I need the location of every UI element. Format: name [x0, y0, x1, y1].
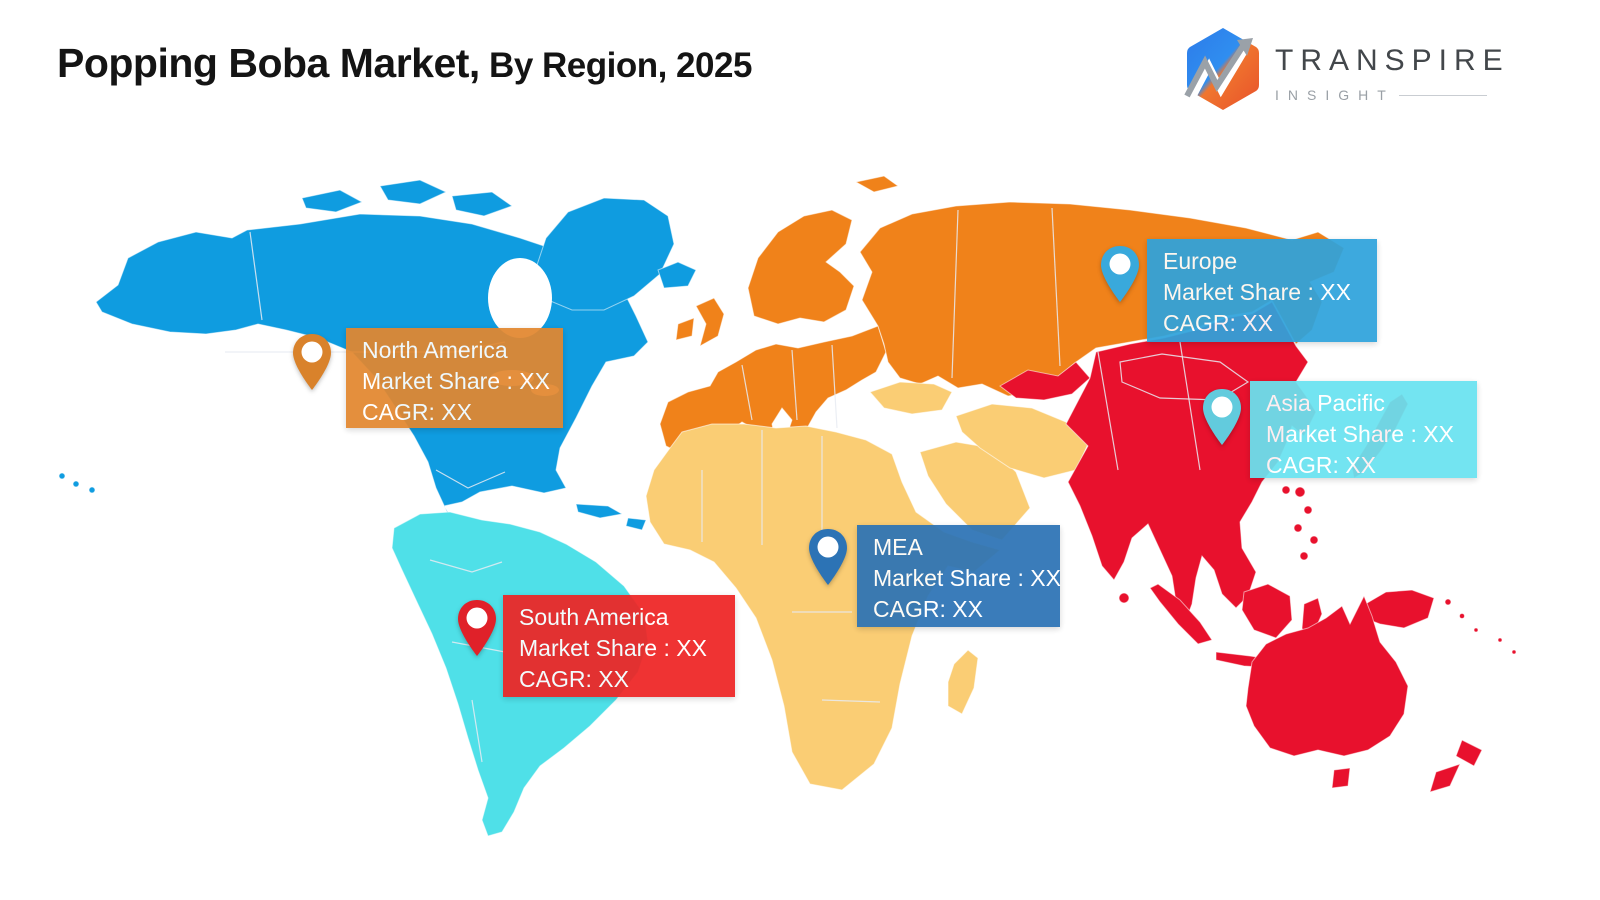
united-kingdom: [695, 297, 725, 348]
border-europe-1: [741, 364, 753, 421]
border-sa-3: [471, 699, 483, 763]
border-us-mexico: [435, 469, 506, 489]
brand-logo-text: TRANSPIRE INSIGHT: [1275, 44, 1510, 103]
brand-tagline: INSIGHT: [1275, 87, 1395, 103]
pin-dot: [301, 341, 323, 363]
pacific-island-5: [1511, 649, 1517, 655]
border-europe-3: [831, 344, 838, 429]
border-alaska: [249, 231, 263, 321]
hawaii-3: [88, 486, 96, 494]
region-mea: [645, 381, 1089, 791]
border-mongolia: [1119, 353, 1250, 401]
brand-tagline-row: INSIGHT: [1275, 87, 1510, 103]
logo-arrowhead: [1237, 38, 1253, 56]
callout-market-share: Market Share : XX: [362, 368, 550, 394]
australia: [1245, 594, 1409, 757]
arctic-island-3: [451, 191, 514, 217]
callout-region-label: South America: [519, 604, 669, 630]
sri-lanka: [1118, 592, 1130, 604]
callout-region-label: Europe: [1163, 248, 1238, 274]
callout-region-label: Asia Pacific: [1266, 390, 1385, 416]
border-africa-5: [821, 699, 881, 703]
brand-logo-icon: [1184, 28, 1259, 110]
borneo: [1241, 583, 1293, 639]
ireland: [675, 317, 695, 341]
svalbard: [854, 175, 900, 193]
callout-south-america: South America Market Share : XX CAGR: XX: [503, 595, 735, 697]
hawaii-2: [72, 480, 80, 488]
page-title-main: Popping Boba Market,: [57, 40, 480, 86]
tasmania: [1331, 767, 1351, 789]
sumatra: [1149, 583, 1213, 645]
pacific-island-2: [1459, 613, 1465, 619]
hawaii-1: [58, 472, 66, 480]
callout-mea: MEA Market Share : XX CAGR: XX: [857, 525, 1061, 627]
pin-dot: [1211, 396, 1233, 418]
callout-market-share: Market Share : XX: [1163, 279, 1351, 305]
turkey: [869, 381, 953, 415]
new-zealand-north: [1455, 739, 1483, 767]
border-ural: [951, 209, 959, 379]
pacific-island-3: [1473, 627, 1479, 633]
page-title: Popping Boba Market, By Region, 2025: [57, 40, 752, 87]
arctic-island-2: [379, 179, 448, 205]
tagline-rule: [1398, 94, 1487, 96]
arctic-island-1: [301, 189, 364, 213]
scandinavia: [747, 209, 855, 325]
madagascar: [947, 649, 979, 715]
arabia: [919, 441, 1031, 541]
callout-europe: Europe Market Share : XX CAGR: XX: [1147, 239, 1377, 342]
philippines-5: [1299, 551, 1309, 561]
border-sa-1: [429, 559, 503, 573]
iceland: [657, 261, 697, 289]
pin-dot: [466, 607, 488, 629]
hudson-bay: [488, 258, 552, 338]
callout-cagr: CAGR: XX: [519, 666, 629, 692]
callout-cagr: CAGR: XX: [1163, 310, 1273, 336]
callout-market-share: Market Share : XX: [1266, 421, 1454, 447]
border-siberia: [1051, 207, 1061, 367]
map-pin-mea: [809, 529, 847, 585]
philippines-2: [1303, 505, 1313, 515]
pin-dot: [817, 536, 839, 558]
callout-market-share: Market Share : XX: [873, 565, 1061, 591]
callout-cagr: CAGR: XX: [873, 596, 983, 622]
brand-name: TRANSPIRE: [1275, 44, 1510, 77]
callout-market-share: Market Share : XX: [519, 635, 707, 661]
greenland: [535, 197, 675, 311]
brand-logo: TRANSPIRE INSIGHT: [1183, 26, 1513, 116]
philippines-4: [1309, 535, 1319, 545]
page-title-suffix: By Region, 2025: [479, 46, 752, 85]
callout-asia-pacific: Asia Pacific Market Share : XX CAGR: XX: [1250, 381, 1477, 478]
taiwan: [1281, 485, 1291, 495]
callout-north-america: North America Market Share : XX CAGR: XX: [346, 328, 563, 428]
border-indochina: [1179, 341, 1201, 471]
philippines-3: [1293, 523, 1303, 533]
africa: [645, 423, 1002, 791]
pin-dot: [1109, 253, 1131, 275]
logo-zigzag-arrow: [1184, 44, 1246, 98]
new-zealand-south: [1429, 763, 1461, 793]
hispaniola: [625, 517, 647, 531]
callout-cagr: CAGR: XX: [362, 399, 472, 425]
callout-region-label: MEA: [873, 534, 923, 560]
map-pin-asia-pacific: [1203, 389, 1241, 445]
border-europe-2: [791, 349, 798, 421]
philippines-1: [1294, 486, 1306, 498]
border-china-india: [1097, 351, 1119, 471]
pacific-island-4: [1497, 637, 1503, 643]
map-pin-north-america: [293, 334, 331, 390]
region-asia-pacific: [999, 301, 1517, 793]
pacific-island-1: [1444, 598, 1452, 606]
cuba: [575, 503, 624, 519]
callout-cagr: CAGR: XX: [1266, 452, 1376, 478]
map-pin-south-america: [458, 600, 496, 656]
callout-region-label: North America: [362, 337, 508, 363]
map-pin-europe: [1101, 246, 1139, 302]
